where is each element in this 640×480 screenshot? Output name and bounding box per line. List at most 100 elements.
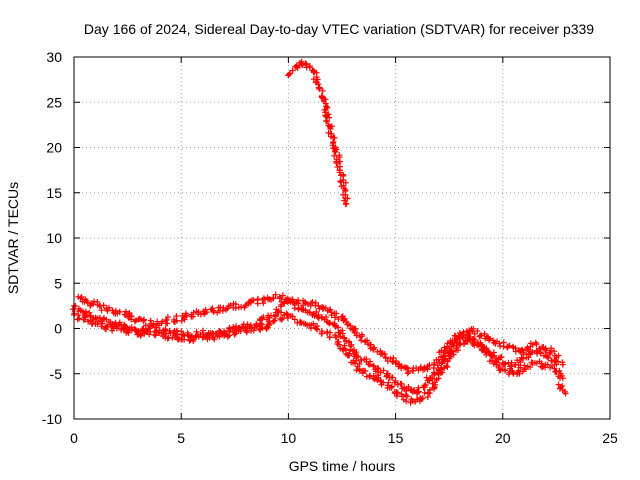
data-point (402, 391, 409, 398)
data-point (380, 379, 387, 386)
data-point (353, 332, 360, 339)
data-point (477, 339, 484, 346)
data-point (335, 341, 342, 348)
data-point (474, 328, 481, 335)
data-point (389, 359, 396, 366)
data-point (533, 341, 540, 348)
data-point (356, 360, 363, 367)
data-point (477, 332, 484, 339)
data-point (197, 311, 204, 318)
data-point (118, 326, 125, 333)
data-point (443, 362, 450, 369)
data-point (421, 384, 428, 391)
data-point (209, 330, 216, 337)
data-point (255, 296, 262, 303)
y-tick-label: 10 (46, 230, 62, 246)
data-point (551, 348, 558, 355)
data-point (553, 368, 560, 375)
data-point (417, 365, 424, 372)
data-point (537, 350, 544, 357)
data-point (470, 339, 477, 346)
data-point (222, 306, 229, 313)
data-point (320, 98, 327, 105)
y-axis-label: SDTVAR / TECUs (5, 182, 21, 294)
data-point (85, 318, 92, 325)
data-point (348, 359, 355, 366)
data-point (318, 93, 325, 100)
data-point (128, 313, 135, 320)
data-point (98, 307, 105, 314)
data-point (325, 129, 332, 136)
data-point (164, 335, 171, 342)
data-point (315, 302, 322, 309)
data-point (100, 315, 107, 322)
data-point (424, 365, 431, 372)
data-point (342, 337, 349, 344)
data-point (140, 317, 147, 324)
data-point (341, 315, 348, 322)
data-point (444, 363, 451, 370)
data-point (289, 296, 296, 303)
data-point (319, 303, 326, 310)
data-point (430, 385, 437, 392)
data-point (366, 361, 373, 368)
data-point (126, 309, 133, 316)
data-point (125, 329, 132, 336)
data-point (335, 316, 342, 323)
data-point (170, 316, 177, 323)
x-axis-label: GPS time / hours (289, 458, 396, 474)
data-point (82, 313, 89, 320)
data-point (104, 307, 111, 314)
data-point (183, 312, 190, 319)
data-point (162, 326, 169, 333)
data-point (403, 398, 410, 405)
data-point (353, 349, 360, 356)
data-point (178, 328, 185, 335)
data-point (271, 317, 278, 324)
y-tick-label: 25 (46, 94, 62, 110)
data-point (467, 336, 474, 343)
data-point (391, 388, 398, 395)
data-point (519, 347, 526, 354)
data-point (466, 327, 473, 334)
data-point (75, 312, 82, 319)
data-point (353, 367, 360, 374)
data-point (260, 295, 267, 302)
data-point (327, 125, 334, 132)
data-point (266, 320, 273, 327)
data-point (283, 311, 290, 318)
data-point (272, 313, 279, 320)
data-point (392, 359, 399, 366)
data-point (164, 314, 171, 321)
data-point (360, 367, 367, 374)
y-tick-label: 0 (54, 321, 62, 337)
data-point (394, 389, 401, 396)
data-point (436, 358, 443, 365)
data-point (382, 355, 389, 362)
data-point (344, 195, 351, 202)
data-point (508, 359, 515, 366)
data-point (81, 314, 88, 321)
data-point (343, 200, 350, 207)
data-point (556, 367, 563, 374)
data-point (352, 325, 359, 332)
data-point (370, 345, 377, 352)
data-point (332, 334, 339, 341)
y-tick-label: 5 (54, 275, 62, 291)
data-point (219, 307, 226, 314)
data-point (544, 353, 551, 360)
data-point (559, 382, 566, 389)
data-point (333, 310, 340, 317)
data-point (449, 337, 456, 344)
data-point (394, 393, 401, 400)
data-point (224, 333, 231, 340)
data-point (328, 312, 335, 319)
data-point (427, 375, 434, 382)
data-point (512, 345, 519, 352)
data-point (269, 295, 276, 302)
data-point (426, 386, 433, 393)
data-point (385, 379, 392, 386)
data-point (354, 353, 361, 360)
data-point (389, 383, 396, 390)
x-tick-label: 10 (281, 430, 297, 446)
